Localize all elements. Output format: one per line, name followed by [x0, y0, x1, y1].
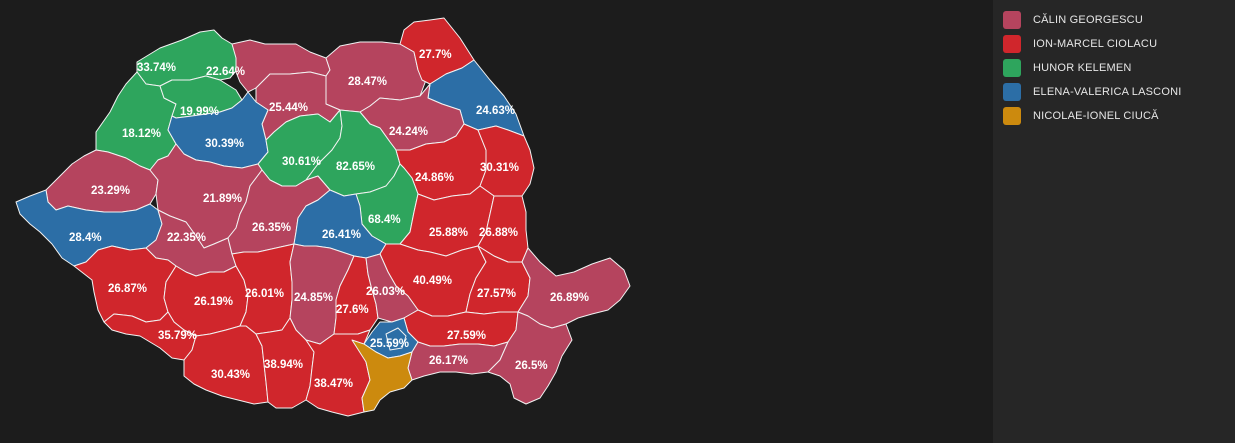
legend-swatch-ciolacu	[1003, 35, 1021, 53]
legend-label: ELENA-VALERICA LASCONI	[1033, 86, 1182, 98]
county-value-label: 25.44%	[269, 102, 308, 114]
county-vaslui[interactable]	[477, 125, 535, 197]
county-value-label: 19.99%	[180, 106, 219, 118]
county-value-label: 30.61%	[282, 156, 321, 168]
county-value-label: 35.79%	[158, 330, 197, 342]
county-value-label: 26.89%	[550, 292, 589, 304]
county-value-label: 24.85%	[294, 292, 333, 304]
county-bucuresti[interactable]	[385, 327, 407, 351]
county-value-label: 24.24%	[389, 126, 428, 138]
legend-item-ciolacu[interactable]: ION-MARCEL CIOLACU	[1003, 33, 1157, 55]
county-giurgiu[interactable]	[351, 339, 413, 413]
legend-label: CĂLIN GEORGESCU	[1033, 14, 1143, 26]
county-value-label: 26.41%	[322, 229, 361, 241]
county-value-label: 26.5%	[515, 360, 548, 372]
legend-swatch-georgescu	[1003, 11, 1021, 29]
legend-panel: CĂLIN GEORGESCU ION-MARCEL CIOLACU HUNOR…	[993, 0, 1235, 443]
county-value-label: 38.94%	[264, 359, 303, 371]
county-value-label: 28.4%	[69, 232, 102, 244]
legend-item-lasconi[interactable]: ELENA-VALERICA LASCONI	[1003, 81, 1181, 103]
legend-swatch-lasconi	[1003, 83, 1021, 101]
legend-swatch-kelemen	[1003, 59, 1021, 77]
legend-label: HUNOR KELEMEN	[1033, 62, 1132, 74]
county-value-label: 26.87%	[108, 283, 147, 295]
county-value-label: 21.89%	[203, 193, 242, 205]
county-value-label: 24.86%	[415, 172, 454, 184]
county-value-label: 40.49%	[413, 275, 452, 287]
legend-label: ION-MARCEL CIOLACU	[1033, 38, 1158, 50]
county-value-label: 18.12%	[122, 128, 161, 140]
county-value-label: 22.35%	[167, 232, 206, 244]
county-value-label: 68.4%	[368, 214, 401, 226]
romania-county-map: 33.74% 22.64% 28.47% 27.7% 18.12% 19.99% 25.44…	[15, 17, 631, 417]
county-value-label: 22.64%	[206, 66, 245, 78]
legend-item-ciuca[interactable]: NICOLAE-IONEL CIUCĂ	[1003, 105, 1159, 127]
county-value-label: 33.74%	[137, 62, 176, 74]
county-value-label: 23.29%	[91, 185, 130, 197]
county-value-label: 30.31%	[480, 162, 519, 174]
county-value-label: 26.88%	[479, 227, 518, 239]
legend-item-georgescu[interactable]: CĂLIN GEORGESCU	[1003, 9, 1143, 31]
county-tulcea[interactable]	[517, 247, 631, 329]
county-value-label: 30.39%	[205, 138, 244, 150]
county-value-label: 26.35%	[252, 222, 291, 234]
legend-swatch-ciuca	[1003, 107, 1021, 125]
county-value-label: 28.47%	[348, 76, 387, 88]
county-value-label: 26.03%	[366, 286, 405, 298]
county-value-label: 27.6%	[336, 304, 369, 316]
county-value-label: 27.57%	[477, 288, 516, 300]
county-value-label: 38.47%	[314, 378, 353, 390]
county-value-label: 26.01%	[245, 288, 284, 300]
county-value-label: 27.59%	[447, 330, 486, 342]
election-map: 33.74% 22.64% 28.47% 27.7% 18.12% 19.99% 25.44…	[15, 17, 631, 417]
county-value-label: 82.65%	[336, 161, 375, 173]
county-value-label: 26.19%	[194, 296, 233, 308]
county-value-label: 27.7%	[419, 49, 452, 61]
legend-label: NICOLAE-IONEL CIUCĂ	[1033, 110, 1159, 122]
county-value-label: 24.63%	[476, 105, 515, 117]
county-value-label: 25.88%	[429, 227, 468, 239]
legend-item-kelemen[interactable]: HUNOR KELEMEN	[1003, 57, 1132, 79]
county-value-label: 26.17%	[429, 355, 468, 367]
county-constanta[interactable]	[487, 311, 573, 405]
county-value-label: 30.43%	[211, 369, 250, 381]
county-value-label: 25.59%	[370, 338, 409, 350]
